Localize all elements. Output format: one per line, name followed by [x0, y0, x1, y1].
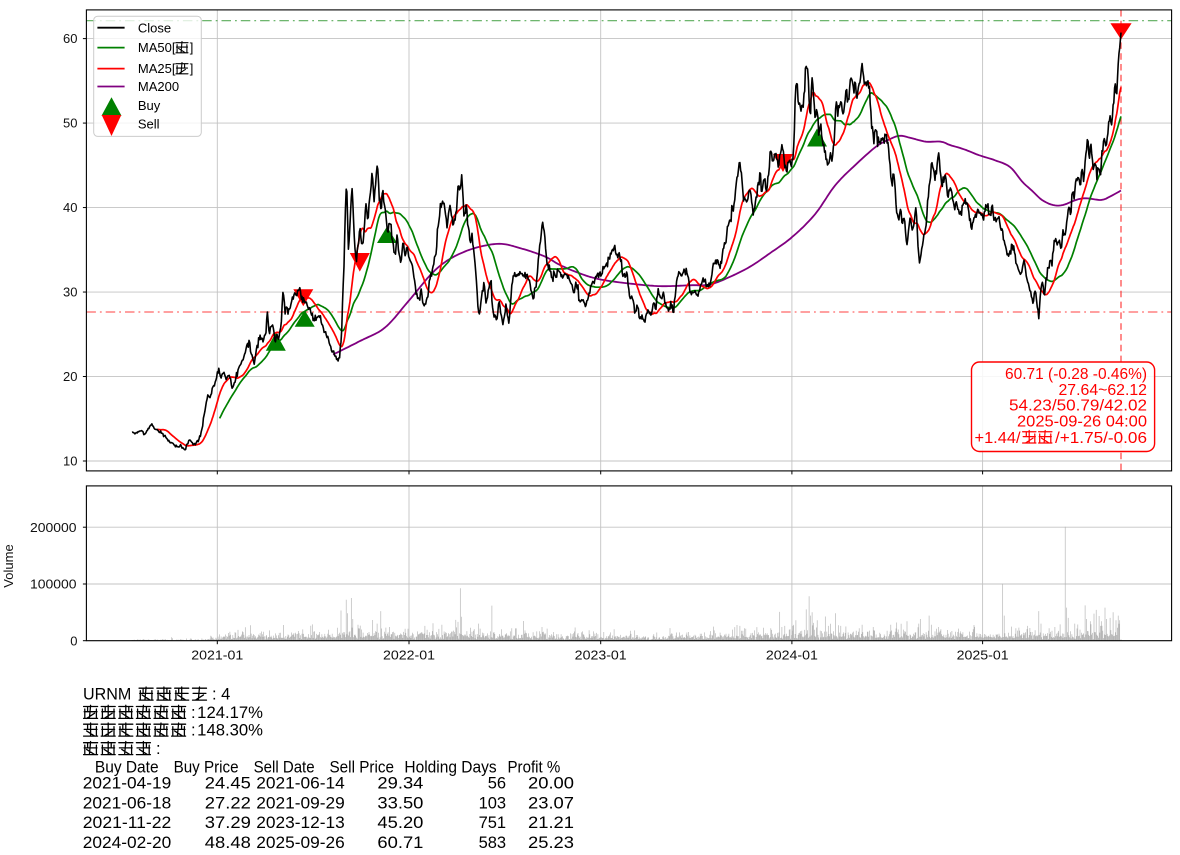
svg-text:33.50: 33.50	[377, 794, 423, 812]
svg-text:148.30%: 148.30%	[197, 722, 263, 740]
svg-text:27.64~62.12: 27.64~62.12	[1059, 382, 1148, 399]
svg-text:Buy: Buy	[138, 98, 161, 113]
svg-text:56: 56	[488, 775, 506, 793]
svg-text:2022-01: 2022-01	[383, 648, 435, 663]
svg-text:Profit %: Profit %	[508, 759, 561, 777]
svg-text:60.71: 60.71	[377, 834, 423, 852]
svg-text:21.21: 21.21	[528, 814, 574, 832]
svg-text:25.23: 25.23	[528, 834, 574, 852]
svg-text:60: 60	[63, 31, 77, 46]
svg-text:+1.44/: +1.44/	[975, 430, 1022, 447]
svg-text:2025-09-26 04:00: 2025-09-26 04:00	[1017, 414, 1147, 431]
svg-text:23.07: 23.07	[528, 794, 574, 812]
svg-text:Holding Days: Holding Days	[404, 759, 496, 777]
svg-text:2024-02-20: 2024-02-20	[83, 834, 172, 852]
svg-text:583: 583	[479, 834, 507, 852]
svg-text:2021-04-19: 2021-04-19	[83, 775, 172, 793]
svg-text:10: 10	[63, 454, 77, 469]
svg-text:30: 30	[63, 285, 77, 300]
svg-text:2021-06-14: 2021-06-14	[256, 775, 345, 793]
svg-text:Volume: Volume	[1, 544, 16, 587]
svg-text:Sell Price: Sell Price	[330, 759, 395, 777]
svg-text:20.00: 20.00	[528, 775, 574, 793]
svg-text:Sell: Sell	[138, 116, 160, 131]
svg-text:29.34: 29.34	[377, 775, 423, 793]
svg-text:103: 103	[479, 794, 507, 812]
svg-text:Close: Close	[138, 20, 171, 35]
svg-text:2025-01: 2025-01	[957, 648, 1009, 663]
svg-text:751: 751	[479, 814, 507, 832]
svg-text:Buy Date: Buy Date	[95, 759, 159, 777]
svg-text::: :	[191, 722, 196, 740]
svg-text:50: 50	[63, 116, 77, 131]
svg-text:0: 0	[70, 633, 77, 648]
svg-text:]: ]	[190, 61, 194, 76]
svg-text:2021-11-22: 2021-11-22	[83, 814, 172, 832]
svg-text:45.20: 45.20	[377, 814, 423, 832]
svg-text:37.29: 37.29	[205, 814, 251, 832]
svg-text:24.45: 24.45	[205, 775, 251, 793]
svg-text:2025-09-26: 2025-09-26	[256, 834, 345, 852]
svg-text:2021-06-18: 2021-06-18	[83, 794, 172, 812]
svg-text:2021-09-29: 2021-09-29	[256, 794, 345, 812]
svg-text:2021-01: 2021-01	[191, 648, 243, 663]
svg-text:40: 40	[63, 200, 77, 215]
svg-text:]: ]	[190, 40, 194, 55]
svg-text:Sell Date: Sell Date	[254, 759, 315, 777]
svg-text:MA25[: MA25[	[138, 61, 176, 76]
svg-text::: :	[156, 740, 161, 758]
svg-text:MA50[: MA50[	[138, 40, 176, 55]
svg-text:Buy Price: Buy Price	[174, 759, 239, 777]
svg-text:100000: 100000	[30, 577, 77, 592]
svg-text:200000: 200000	[30, 520, 77, 535]
svg-text:60.71 (-0.28 -0.46%): 60.71 (-0.28 -0.46%)	[1005, 366, 1147, 383]
svg-text:MA200: MA200	[138, 79, 179, 94]
svg-text:20: 20	[63, 369, 77, 384]
svg-text:/+1.75/-0.06: /+1.75/-0.06	[1055, 430, 1147, 447]
svg-text:54.23/50.79/42.02: 54.23/50.79/42.02	[1009, 398, 1147, 415]
svg-text:2024-01: 2024-01	[766, 648, 818, 663]
svg-text:27.22: 27.22	[205, 794, 251, 812]
svg-text:2023-01: 2023-01	[575, 648, 627, 663]
svg-text:48.48: 48.48	[205, 834, 251, 852]
svg-text:URNM: URNM	[83, 686, 131, 704]
svg-text::: :	[191, 704, 196, 722]
svg-text:124.17%: 124.17%	[197, 704, 263, 722]
svg-text:2023-12-13: 2023-12-13	[256, 814, 345, 832]
svg-text:: 4: : 4	[212, 686, 230, 704]
